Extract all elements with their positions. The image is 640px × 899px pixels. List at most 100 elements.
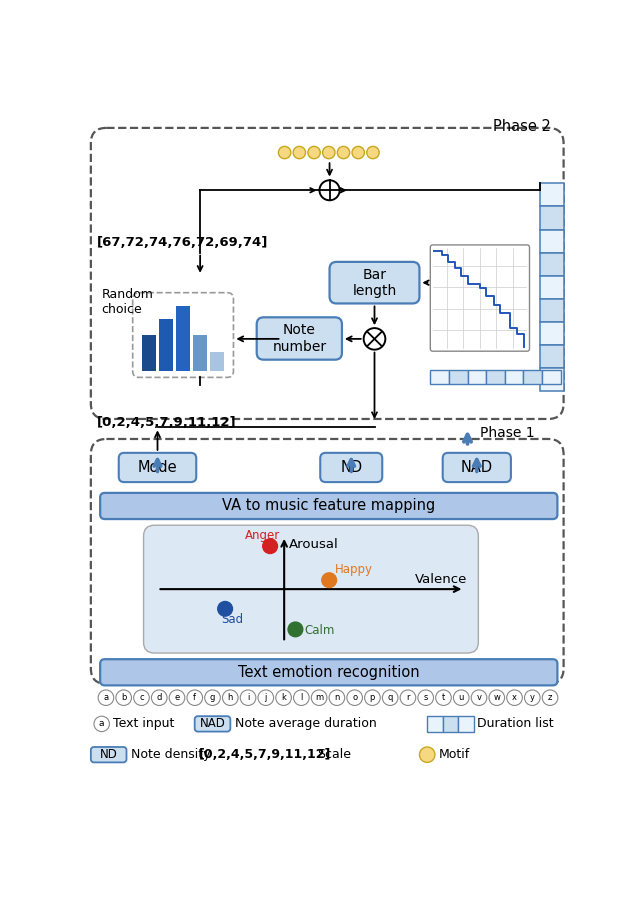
Circle shape <box>218 601 232 616</box>
Text: Phase 1: Phase 1 <box>480 426 534 440</box>
Text: Sad: Sad <box>221 613 243 626</box>
Circle shape <box>293 147 305 159</box>
Text: e: e <box>174 693 180 702</box>
FancyBboxPatch shape <box>119 453 196 482</box>
Circle shape <box>134 690 149 706</box>
Text: a: a <box>99 719 104 728</box>
Bar <box>159 319 173 371</box>
Text: l: l <box>300 693 303 702</box>
Bar <box>540 368 564 391</box>
Circle shape <box>311 690 327 706</box>
Text: k: k <box>281 693 286 702</box>
Circle shape <box>365 690 380 706</box>
Text: j: j <box>264 693 267 702</box>
Text: x: x <box>512 693 517 702</box>
Bar <box>540 276 564 298</box>
Text: u: u <box>458 693 464 702</box>
Circle shape <box>436 690 451 706</box>
Text: d: d <box>157 693 162 702</box>
Text: Scale: Scale <box>317 748 351 761</box>
Circle shape <box>453 690 469 706</box>
Circle shape <box>525 690 540 706</box>
Circle shape <box>278 147 291 159</box>
FancyBboxPatch shape <box>330 262 419 304</box>
Circle shape <box>542 690 558 706</box>
Circle shape <box>347 690 362 706</box>
Bar <box>210 352 224 371</box>
Bar <box>540 229 564 253</box>
Circle shape <box>152 690 167 706</box>
Text: Duration list: Duration list <box>477 717 554 730</box>
FancyBboxPatch shape <box>132 293 234 378</box>
FancyBboxPatch shape <box>143 525 478 653</box>
FancyBboxPatch shape <box>257 317 342 360</box>
Bar <box>458 717 474 732</box>
Bar <box>540 345 564 368</box>
Text: [0,2,4,5,7,9,11,12]: [0,2,4,5,7,9,11,12] <box>97 415 237 429</box>
Bar <box>540 322 564 345</box>
Text: Random
choice: Random choice <box>102 288 154 316</box>
Circle shape <box>323 147 335 159</box>
Text: w: w <box>493 693 500 702</box>
Text: Valence: Valence <box>415 573 467 586</box>
Text: Note
number: Note number <box>272 324 326 353</box>
Bar <box>467 369 486 384</box>
FancyBboxPatch shape <box>91 439 564 684</box>
FancyBboxPatch shape <box>91 747 127 762</box>
Circle shape <box>308 147 320 159</box>
Circle shape <box>98 690 114 706</box>
Text: r: r <box>406 693 410 702</box>
Text: Text emotion recognition: Text emotion recognition <box>238 664 420 680</box>
Bar <box>542 369 561 384</box>
Text: ND: ND <box>100 748 118 761</box>
Circle shape <box>322 573 337 588</box>
Text: b: b <box>121 693 126 702</box>
Circle shape <box>294 690 309 706</box>
Text: Phase 2: Phase 2 <box>493 119 551 134</box>
Text: z: z <box>548 693 552 702</box>
Circle shape <box>337 147 349 159</box>
Text: y: y <box>530 693 535 702</box>
Circle shape <box>288 622 303 636</box>
Text: n: n <box>334 693 340 702</box>
Bar <box>449 369 467 384</box>
Circle shape <box>382 690 398 706</box>
Text: a: a <box>104 693 109 702</box>
Text: s: s <box>424 693 428 702</box>
Text: m: m <box>315 693 323 702</box>
Bar <box>142 335 156 371</box>
Text: c: c <box>139 693 144 702</box>
Text: Bar
length: Bar length <box>353 268 397 298</box>
FancyBboxPatch shape <box>91 128 564 419</box>
FancyBboxPatch shape <box>100 493 557 519</box>
Bar <box>540 253 564 276</box>
Text: VA to music feature mapping: VA to music feature mapping <box>222 498 435 513</box>
Bar <box>540 183 564 207</box>
Text: Arousal: Arousal <box>289 539 339 551</box>
Circle shape <box>187 690 203 706</box>
Circle shape <box>352 147 364 159</box>
FancyBboxPatch shape <box>430 245 529 352</box>
Text: Note average duration: Note average duration <box>235 717 377 730</box>
Text: g: g <box>210 693 215 702</box>
Circle shape <box>116 690 131 706</box>
Bar <box>505 369 524 384</box>
Bar <box>443 717 458 732</box>
Circle shape <box>507 690 522 706</box>
Text: Motif: Motif <box>439 748 470 761</box>
FancyBboxPatch shape <box>443 453 511 482</box>
Circle shape <box>400 690 416 706</box>
Circle shape <box>329 690 345 706</box>
Circle shape <box>471 690 487 706</box>
Text: NAD: NAD <box>200 717 225 730</box>
Text: Text input: Text input <box>113 717 175 730</box>
Circle shape <box>205 690 220 706</box>
Circle shape <box>94 717 109 732</box>
Circle shape <box>364 328 385 350</box>
Circle shape <box>319 181 340 200</box>
Text: Anger: Anger <box>245 529 280 542</box>
Text: ND: ND <box>340 460 362 475</box>
Bar <box>540 207 564 229</box>
Circle shape <box>223 690 238 706</box>
Text: [0,2,4,5,7,9,11,12]: [0,2,4,5,7,9,11,12] <box>199 748 332 761</box>
